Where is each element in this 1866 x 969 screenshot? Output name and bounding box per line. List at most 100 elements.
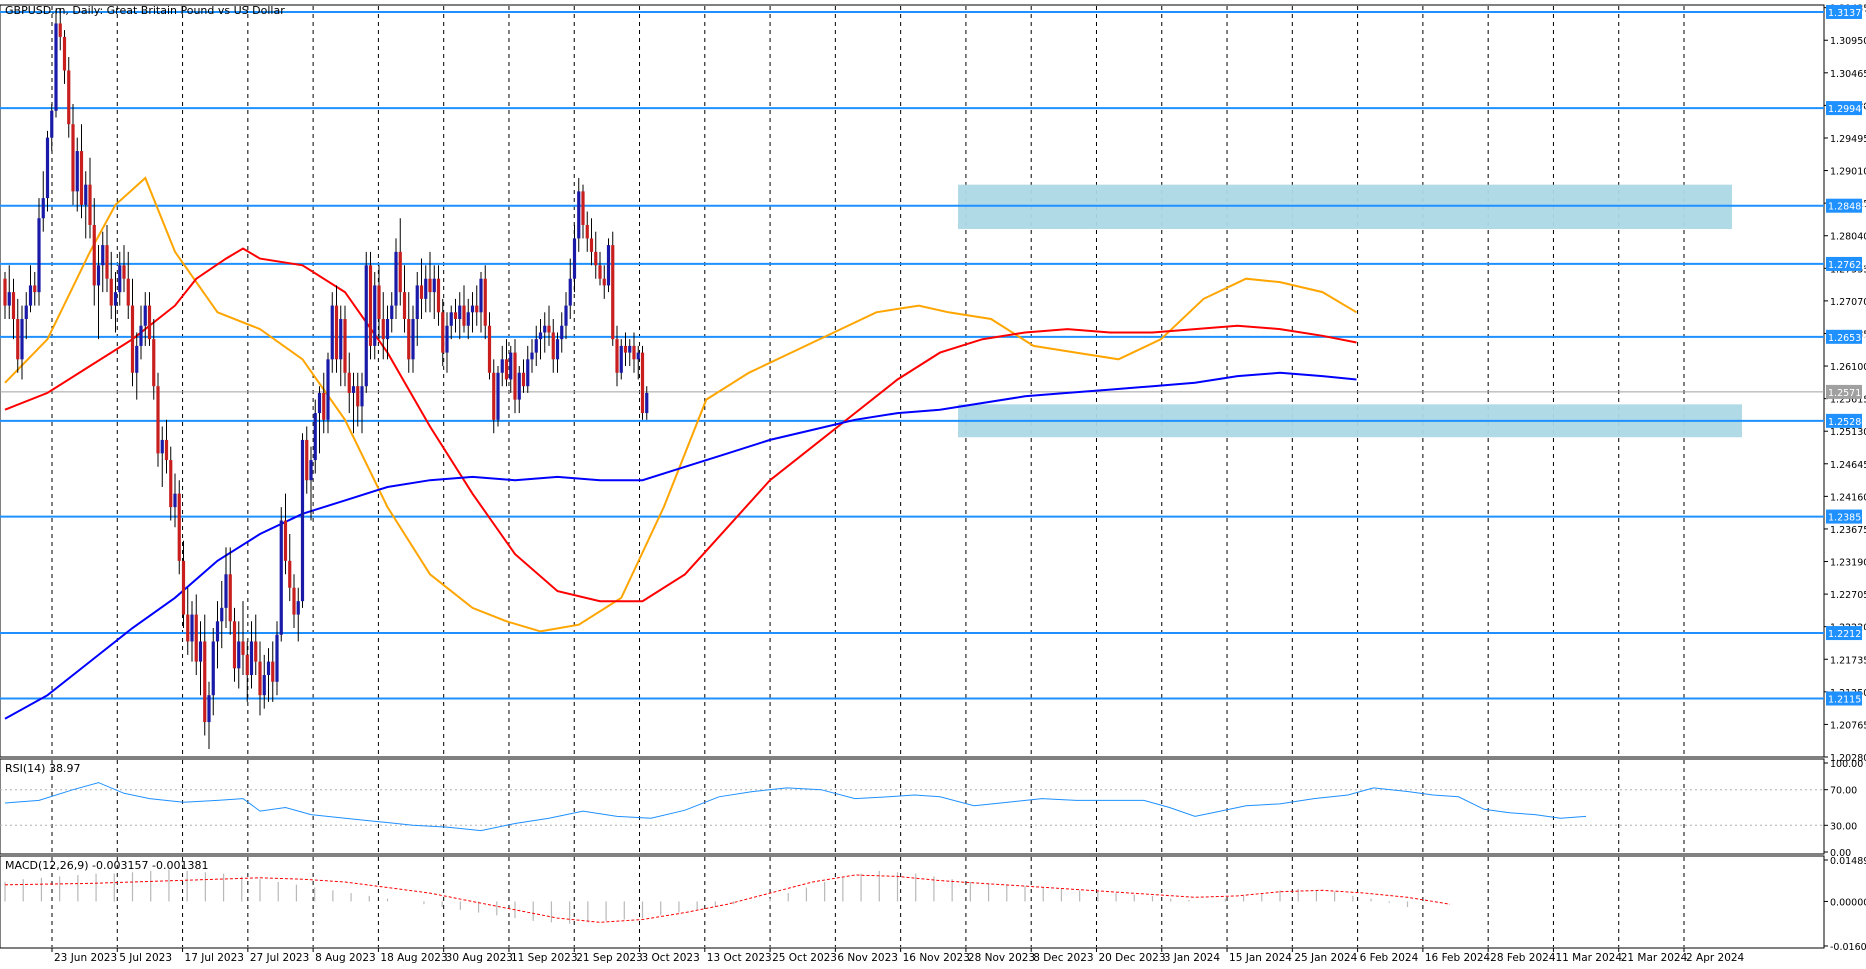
bull-candle	[411, 319, 415, 360]
bull-candle	[645, 392, 649, 414]
macd-y-tick-label: -0.016009	[1830, 942, 1866, 953]
bull-candle	[415, 285, 419, 320]
macd-panel-frame	[0, 855, 1825, 949]
bear-candle	[16, 319, 20, 360]
bull-candle	[101, 245, 105, 266]
bull-candle	[466, 312, 470, 326]
y-tick-label: 1.24645	[1830, 460, 1866, 471]
level-price-labels: 1.31371 1.29940 1.28487 1.27620 1.26535 1.252…	[1826, 4, 1866, 706]
rsi-y-tick-label: 100.00	[1830, 759, 1863, 770]
bull-candle	[173, 493, 177, 508]
x-tick-label: 6 Feb 2024	[1360, 952, 1419, 964]
bull-candle	[207, 695, 211, 723]
x-tick-label: 8 Dec 2023	[1033, 952, 1093, 964]
bear-candle	[92, 224, 96, 286]
bull-candle	[37, 218, 41, 293]
x-tick-label: 30 Aug 2023	[446, 952, 513, 964]
y-tick-label: 1.29495	[1830, 134, 1866, 145]
x-tick-label: 25 Jan 2024	[1294, 952, 1357, 964]
rsi-y-tick-label: 70.00	[1830, 786, 1857, 797]
bear-candle	[343, 319, 347, 373]
bear-candle	[581, 191, 585, 225]
x-tick-label: 2 Apr 2024	[1686, 952, 1745, 964]
price-zone	[958, 184, 1732, 230]
bear-candle	[130, 305, 135, 373]
bull-candle	[364, 265, 368, 387]
bull-candle	[496, 372, 500, 420]
y-tick-label: 1.28040	[1830, 232, 1866, 243]
bull-candle	[619, 345, 623, 373]
y-tick-label: 1.26100	[1830, 362, 1866, 373]
bull-candle	[351, 386, 356, 393]
bull-candle	[555, 339, 560, 360]
x-tick-label: 18 Aug 2023	[380, 952, 447, 964]
bull-candle	[424, 278, 428, 299]
bull-candle	[28, 285, 33, 306]
bull-candle	[636, 352, 640, 360]
bear-candle	[88, 184, 92, 225]
x-tick-label: 17 Jul 2023	[185, 952, 244, 964]
y-tick-label: 1.20765	[1830, 720, 1866, 731]
bear-candle	[462, 305, 466, 326]
rsi-y-tick-label: 30.00	[1830, 821, 1857, 832]
bull-candle	[135, 345, 139, 373]
x-tick-label: 23 Jun 2023	[54, 952, 117, 964]
bull-candle	[543, 325, 547, 333]
main-panel-frame	[0, 4, 1825, 758]
bear-candle	[258, 661, 262, 696]
moving-average-lines	[4, 176, 1358, 720]
x-tick-label: 3 Oct 2023	[642, 952, 700, 964]
bear-candle	[398, 251, 402, 293]
date-axis: 23 Jun 2023 5 Jul 2023 17 Jul 2023 27 Jul 2…	[51, 948, 1745, 964]
bull-candle	[445, 325, 449, 353]
bear-candle	[186, 614, 190, 642]
bull-candle	[262, 675, 266, 696]
x-tick-label: 6 Nov 2023	[837, 952, 898, 964]
bear-candle	[347, 372, 351, 393]
rsi-line	[4, 782, 1587, 832]
level-label: 1.28487	[1828, 202, 1866, 213]
bear-candle	[487, 325, 492, 373]
macd-axis: 0.014896 0.000000 -0.016009	[1824, 856, 1866, 953]
level-label: 1.26535	[1828, 333, 1866, 344]
bear-candle	[615, 339, 619, 373]
bull-candle	[385, 319, 390, 340]
bear-candle	[513, 352, 517, 400]
bull-candle	[220, 607, 224, 622]
y-tick-label: 1.21735	[1830, 655, 1866, 666]
ma-line	[4, 371, 1357, 720]
bear-candle	[79, 151, 84, 205]
rsi-level-lines	[0, 789, 1824, 826]
y-tick-label: 1.23190	[1830, 558, 1866, 569]
bull-candle	[211, 641, 215, 696]
bear-candle	[62, 36, 67, 71]
bull-candle	[373, 285, 377, 346]
bear-candle	[492, 372, 496, 420]
bear-candle	[589, 238, 594, 252]
bull-candle	[432, 278, 436, 293]
bull-candle	[7, 292, 11, 306]
macd-signal-path	[4, 874, 1451, 923]
bull-candle	[572, 238, 577, 279]
y-tick-label: 1.30950	[1830, 36, 1866, 47]
bull-candle	[41, 198, 45, 219]
bull-candle	[215, 621, 220, 642]
y-tick-label: 1.22705	[1830, 590, 1866, 601]
bear-candle	[288, 560, 292, 588]
bear-candle	[33, 285, 37, 293]
bear-candle	[71, 124, 75, 192]
macd-y-tick-label: 0.000000	[1830, 897, 1866, 908]
bull-candle	[190, 614, 194, 642]
bear-candle	[181, 560, 186, 615]
bear-candle	[483, 278, 487, 326]
bear-candle	[147, 305, 152, 340]
bear-candle	[602, 278, 606, 286]
bull-candle	[564, 305, 568, 326]
current-price-box	[1826, 384, 1862, 399]
bear-candle	[164, 439, 169, 461]
bear-candle	[436, 278, 441, 313]
bear-candle	[428, 278, 432, 293]
bear-candle	[228, 574, 232, 622]
bull-candle	[54, 23, 58, 111]
bear-candle	[402, 292, 407, 320]
